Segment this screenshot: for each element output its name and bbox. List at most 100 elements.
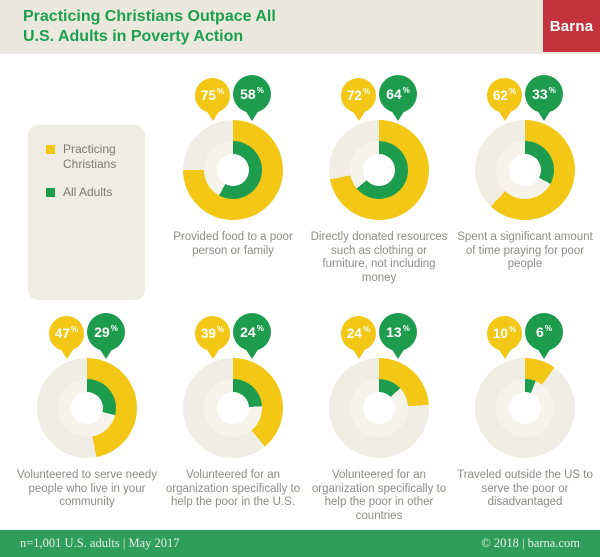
pin-bubble: 62 %: [487, 78, 522, 113]
pin-bubble: 64 %: [379, 75, 417, 113]
all-adults-value: 33: [532, 86, 548, 102]
all-adults-value: 58: [240, 86, 256, 102]
chart-caption: Directly donated resources such as cloth…: [310, 231, 448, 284]
donut-hole: [217, 392, 249, 424]
all-adults-pin: 33 %: [525, 75, 563, 113]
practicing-christians-value: 72: [346, 88, 362, 103]
practicing-christians-pin: 47 %: [49, 316, 84, 351]
all-adults-pin: 6 %: [525, 313, 563, 351]
value-pins: 62 % 33 %: [487, 75, 563, 113]
all-adults-value: 29: [94, 324, 110, 340]
all-adults-value: 64: [386, 86, 402, 102]
pin-bubble: 72 %: [341, 78, 376, 113]
percent-sign: %: [544, 323, 552, 333]
pin-bubble: 39 %: [195, 316, 230, 351]
pin-bubble: 6 %: [525, 313, 563, 351]
page-title-line-1: Practicing Christians Outpace All: [23, 8, 276, 25]
percent-sign: %: [362, 87, 371, 96]
chart-group: 24 % 13 % Volunteered for an organizatio…: [306, 300, 452, 530]
footer-copyright: © 2018 | barna.com: [481, 536, 580, 550]
value-pins: 24 % 13 %: [341, 313, 417, 351]
percent-sign: %: [548, 85, 556, 95]
practicing-christians-value: 39: [200, 326, 216, 341]
pin-bubble: 10 %: [487, 316, 522, 351]
footer: n=1,001 U.S. adults | May 2017 © 2018 | …: [0, 530, 600, 557]
chart-caption: Provided food to a poor person or family: [173, 231, 293, 257]
donut-hole: [509, 392, 541, 424]
barna-logo: Barna: [543, 0, 600, 52]
percent-sign: %: [216, 325, 225, 334]
legend-swatch-green: [46, 188, 55, 197]
practicing-christians-value: 62: [492, 88, 508, 103]
legend-item-practicing-christians: Practicing Christians: [46, 142, 131, 172]
legend-item-all-adults: All Adults: [46, 185, 131, 200]
chart-caption: Volunteered for an organization specific…: [165, 469, 301, 508]
practicing-christians-pin: 24 %: [341, 316, 376, 351]
charts-row-1: Practicing Christians All Adults 75 % 58…: [14, 54, 600, 300]
all-adults-pin: 13 %: [379, 313, 417, 351]
chart-group: 47 % 29 % Volunteered to serve needy peo…: [14, 300, 160, 530]
pin-bubble: 33 %: [525, 75, 563, 113]
chart-caption: Volunteered for an organization specific…: [311, 469, 447, 522]
percent-sign: %: [216, 87, 225, 96]
practicing-christians-value: 75: [200, 88, 216, 103]
value-pins: 10 % 6 %: [487, 313, 563, 351]
practicing-christians-pin: 75 %: [195, 78, 230, 113]
percent-sign: %: [110, 323, 118, 333]
chart-group: 39 % 24 % Volunteered for an organizatio…: [160, 300, 306, 530]
practicing-christians-value: 10: [492, 326, 508, 341]
all-adults-pin: 58 %: [233, 75, 271, 113]
donut-chart: [329, 358, 429, 458]
practicing-christians-pin: 10 %: [487, 316, 522, 351]
donut-chart: [475, 120, 575, 220]
donut-hole: [363, 154, 395, 186]
percent-sign: %: [402, 85, 410, 95]
pin-bubble: 75 %: [195, 78, 230, 113]
value-pins: 47 % 29 %: [49, 313, 125, 351]
value-pins: 39 % 24 %: [195, 313, 271, 351]
legend-label: Practicing Christians: [63, 142, 117, 171]
value-pins: 75 % 58 %: [195, 75, 271, 113]
percent-sign: %: [362, 325, 371, 334]
practicing-christians-value: 24: [346, 326, 362, 341]
percent-sign: %: [256, 85, 264, 95]
donut-chart: [183, 120, 283, 220]
donut-chart: [183, 358, 283, 458]
donut-chart: [37, 358, 137, 458]
pin-bubble: 24 %: [233, 313, 271, 351]
chart-group: 62 % 33 % Spent a significant amount of …: [452, 54, 598, 300]
legend-swatch-yellow: [46, 145, 55, 154]
practicing-christians-pin: 62 %: [487, 78, 522, 113]
value-pins: 72 % 64 %: [341, 75, 417, 113]
legend-label: All Adults: [63, 185, 113, 199]
charts-area: Practicing Christians All Adults 75 % 58…: [0, 54, 600, 530]
practicing-christians-pin: 72 %: [341, 78, 376, 113]
pin-bubble: 58 %: [233, 75, 271, 113]
footer-sample-note: n=1,001 U.S. adults | May 2017: [20, 536, 180, 550]
legend: Practicing Christians All Adults: [28, 125, 145, 300]
percent-sign: %: [508, 87, 517, 96]
donut-hole: [217, 154, 249, 186]
all-adults-pin: 29 %: [87, 313, 125, 351]
all-adults-value: 6: [536, 324, 544, 340]
chart-group: 75 % 58 % Provided food to a poor person…: [160, 54, 306, 300]
practicing-christians-pin: 39 %: [195, 316, 230, 351]
donut-hole: [363, 392, 395, 424]
pin-bubble: 13 %: [379, 313, 417, 351]
all-adults-value: 13: [386, 324, 402, 340]
chart-caption: Traveled outside the US to serve the poo…: [457, 469, 593, 508]
chart-caption: Volunteered to serve needy people who li…: [16, 469, 158, 508]
all-adults-pin: 64 %: [379, 75, 417, 113]
percent-sign: %: [402, 323, 410, 333]
percent-sign: %: [70, 325, 79, 334]
chart-group: 10 % 6 % Traveled outside the US to serv…: [452, 300, 598, 530]
practicing-christians-value: 47: [54, 326, 70, 341]
donut-chart: [475, 358, 575, 458]
percent-sign: %: [256, 323, 264, 333]
percent-sign: %: [508, 325, 517, 334]
donut-hole: [509, 154, 541, 186]
charts-row-2: 47 % 29 % Volunteered to serve needy peo…: [14, 300, 600, 530]
donut-hole: [71, 392, 103, 424]
barna-logo-text: Barna: [549, 17, 594, 35]
